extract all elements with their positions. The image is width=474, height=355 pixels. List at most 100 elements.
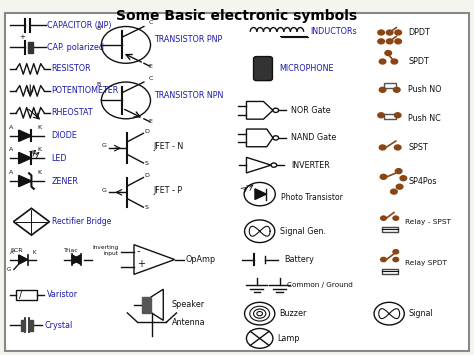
Circle shape	[394, 113, 401, 118]
Text: Antenna: Antenna	[172, 318, 205, 327]
Text: -: -	[137, 246, 140, 256]
Text: CAPACITOR (NP): CAPACITOR (NP)	[47, 21, 111, 30]
Polygon shape	[18, 152, 31, 164]
Text: E: E	[149, 119, 153, 124]
Polygon shape	[18, 175, 31, 187]
Bar	[143, 297, 151, 313]
Circle shape	[393, 250, 399, 254]
Circle shape	[381, 257, 386, 262]
Text: INVERTER: INVERTER	[291, 160, 329, 170]
Text: A: A	[10, 250, 14, 255]
Text: Battery: Battery	[284, 255, 314, 264]
Text: A: A	[9, 170, 13, 175]
Text: ZENER: ZENER	[52, 176, 79, 186]
Circle shape	[400, 176, 407, 181]
Bar	[20, 320, 25, 331]
Circle shape	[393, 257, 399, 262]
FancyBboxPatch shape	[5, 13, 469, 351]
Circle shape	[378, 30, 384, 35]
Bar	[28, 320, 33, 331]
Text: SCR: SCR	[11, 248, 24, 253]
Circle shape	[396, 184, 403, 189]
Bar	[16, 290, 37, 300]
Text: E: E	[149, 64, 153, 69]
Text: B: B	[97, 26, 101, 31]
Bar	[382, 226, 398, 231]
Text: Common / Ground: Common / Ground	[287, 282, 353, 288]
Text: Speaker: Speaker	[172, 300, 205, 309]
Text: Some Basic electronic symbols: Some Basic electronic symbols	[117, 9, 357, 23]
Polygon shape	[255, 189, 266, 200]
Text: SP4Pos: SP4Pos	[408, 176, 437, 186]
Circle shape	[381, 216, 386, 220]
Circle shape	[385, 50, 392, 55]
Circle shape	[386, 39, 393, 44]
Text: Relay SPDT: Relay SPDT	[405, 260, 447, 266]
Text: NOR Gate: NOR Gate	[291, 106, 330, 115]
Bar	[382, 269, 398, 274]
Text: G: G	[101, 188, 106, 193]
Text: G: G	[101, 143, 106, 148]
Text: MICROPHONE: MICROPHONE	[280, 64, 334, 73]
Text: Signal Gen.: Signal Gen.	[280, 227, 326, 236]
Text: JFET - N: JFET - N	[154, 142, 183, 151]
Text: /: /	[18, 290, 22, 300]
Circle shape	[395, 30, 401, 35]
Circle shape	[378, 39, 384, 44]
Text: Buzzer: Buzzer	[280, 309, 307, 318]
Text: S: S	[145, 205, 148, 210]
Text: NAND Gate: NAND Gate	[291, 133, 336, 142]
Text: LED: LED	[52, 154, 67, 163]
Circle shape	[395, 169, 402, 174]
Text: RESISTOR: RESISTOR	[52, 65, 91, 73]
Circle shape	[379, 87, 386, 92]
Text: K: K	[38, 170, 42, 175]
Text: Push NO: Push NO	[408, 85, 442, 94]
Bar	[383, 114, 396, 119]
Text: C: C	[149, 76, 153, 81]
Bar	[28, 42, 33, 53]
Circle shape	[394, 145, 401, 150]
Circle shape	[386, 30, 393, 35]
Text: DPDT: DPDT	[408, 28, 430, 37]
Text: D: D	[145, 129, 149, 133]
Circle shape	[380, 174, 387, 179]
Text: Varistor: Varistor	[47, 290, 78, 299]
Circle shape	[379, 59, 386, 64]
Text: Lamp: Lamp	[277, 334, 300, 343]
Text: Signal: Signal	[408, 309, 433, 318]
Polygon shape	[72, 255, 81, 264]
FancyBboxPatch shape	[254, 56, 273, 81]
Text: +: +	[19, 34, 26, 40]
Text: SPST: SPST	[408, 143, 428, 152]
Text: Push NC: Push NC	[408, 114, 441, 122]
Circle shape	[378, 113, 384, 118]
Text: B: B	[97, 82, 101, 87]
Text: INDUCTORs: INDUCTORs	[310, 27, 357, 36]
Text: DIODE: DIODE	[52, 131, 78, 140]
Text: A: A	[9, 147, 13, 152]
Text: Relay - SPST: Relay - SPST	[405, 219, 451, 225]
Polygon shape	[18, 130, 31, 141]
Text: JFET - P: JFET - P	[154, 186, 182, 195]
Text: K: K	[33, 250, 36, 255]
Text: TRANSISTOR PNP: TRANSISTOR PNP	[155, 35, 223, 44]
Text: A: A	[9, 125, 13, 130]
Polygon shape	[18, 255, 27, 264]
Text: POTENTIOMETER: POTENTIOMETER	[52, 86, 119, 95]
Text: Photo Transistor: Photo Transistor	[281, 193, 343, 202]
Bar	[383, 83, 396, 88]
Circle shape	[391, 59, 398, 64]
Text: K: K	[38, 125, 42, 130]
Text: K: K	[38, 147, 42, 152]
Circle shape	[393, 87, 400, 92]
Text: Rectifier Bridge: Rectifier Bridge	[52, 217, 111, 226]
Text: D: D	[145, 173, 149, 178]
Text: CAP. polarized: CAP. polarized	[47, 43, 104, 52]
Circle shape	[395, 39, 401, 44]
Text: G: G	[7, 267, 11, 272]
Text: TRANSISTOR NPN: TRANSISTOR NPN	[155, 91, 224, 100]
Polygon shape	[72, 255, 81, 264]
Text: RHEOSTAT: RHEOSTAT	[52, 108, 93, 117]
Circle shape	[391, 189, 397, 194]
